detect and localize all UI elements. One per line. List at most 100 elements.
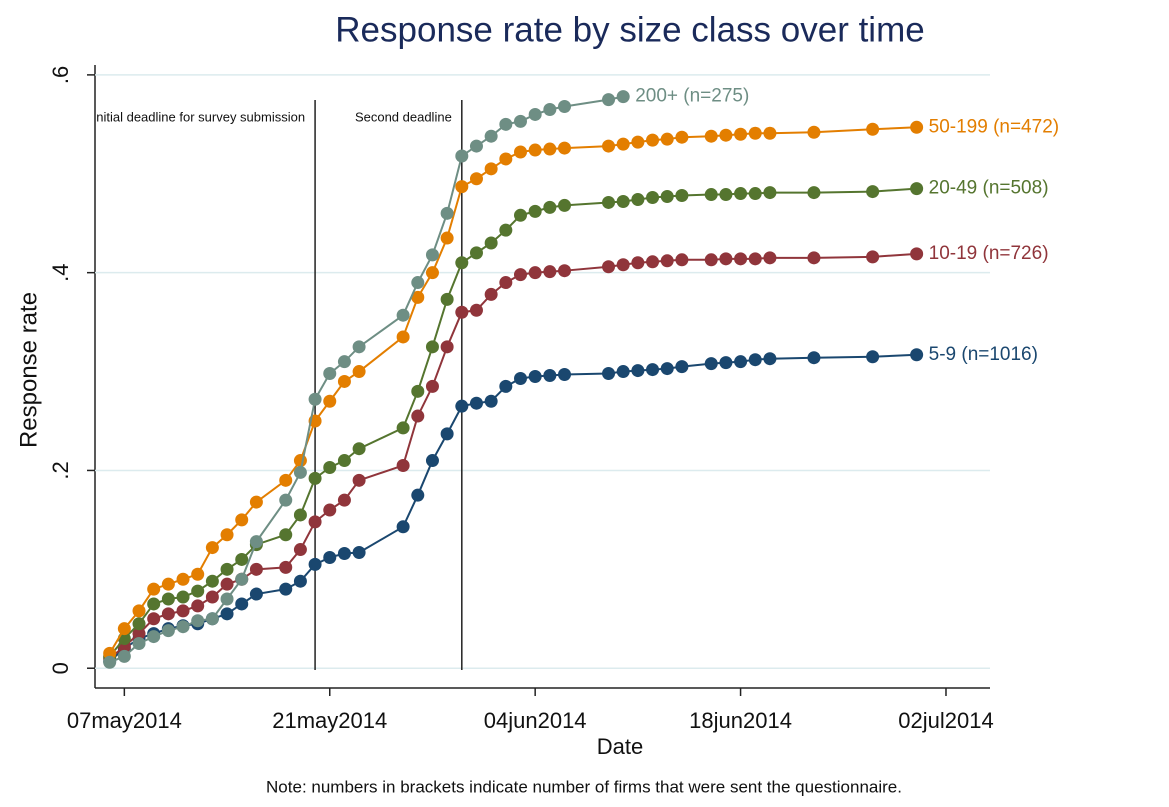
data-point <box>411 384 425 398</box>
data-point <box>602 139 616 153</box>
data-point <box>191 584 205 598</box>
data-point <box>734 355 748 369</box>
data-point <box>337 493 351 507</box>
data-point <box>528 107 542 121</box>
data-point <box>660 132 674 146</box>
data-point <box>675 360 689 374</box>
data-point <box>132 604 146 618</box>
note: Note: numbers in brackets indicate numbe… <box>266 777 902 796</box>
x-tick-label: 18jun2014 <box>689 708 792 733</box>
x-tick-label: 02jul2014 <box>898 708 993 733</box>
data-point <box>323 550 337 564</box>
data-point <box>220 592 234 606</box>
data-point <box>543 142 557 156</box>
data-point <box>646 255 660 269</box>
data-point <box>455 256 469 270</box>
data-point <box>396 421 410 435</box>
data-point <box>704 129 718 143</box>
data-point <box>279 560 293 574</box>
data-point <box>220 577 234 591</box>
data-point <box>455 399 469 413</box>
data-point <box>469 246 483 260</box>
reference-label: Second deadline <box>355 109 452 124</box>
data-point <box>323 367 337 381</box>
data-point <box>558 141 572 155</box>
x-axis-label: Date <box>597 734 643 759</box>
data-point <box>352 473 366 487</box>
data-point <box>748 187 762 201</box>
data-point <box>704 357 718 371</box>
data-point <box>176 572 190 586</box>
data-point <box>103 646 117 660</box>
data-point <box>484 394 498 408</box>
y-tick-label: 0 <box>48 662 73 674</box>
data-point <box>425 454 439 468</box>
data-point <box>220 607 234 621</box>
data-point <box>866 350 880 364</box>
data-point <box>616 137 630 151</box>
data-point <box>484 287 498 301</box>
data-point <box>323 503 337 517</box>
data-point <box>763 251 777 265</box>
data-point <box>147 612 161 626</box>
data-point <box>235 513 249 527</box>
data-point <box>513 114 527 128</box>
data-point <box>161 592 175 606</box>
data-point <box>352 340 366 354</box>
data-point <box>191 614 205 628</box>
data-point <box>396 330 410 344</box>
data-point <box>279 473 293 487</box>
data-point <box>748 252 762 266</box>
data-point <box>352 365 366 379</box>
data-point <box>117 649 131 663</box>
data-point <box>499 152 513 166</box>
x-tick-label: 04jun2014 <box>484 708 587 733</box>
series-label: 50-199 (n=472) <box>929 116 1059 137</box>
data-point <box>866 122 880 136</box>
data-point <box>513 208 527 222</box>
data-point <box>352 442 366 456</box>
data-point <box>337 454 351 468</box>
data-point <box>293 454 307 468</box>
series-label: 5-9 (n=1016) <box>929 344 1038 365</box>
data-point <box>425 340 439 354</box>
data-point <box>528 266 542 280</box>
data-point <box>337 355 351 369</box>
data-point <box>411 276 425 290</box>
data-point <box>235 552 249 566</box>
data-point <box>469 172 483 186</box>
data-point <box>910 120 924 134</box>
data-point <box>734 127 748 141</box>
data-point <box>558 264 572 278</box>
data-point <box>308 392 322 406</box>
data-point <box>279 528 293 542</box>
data-point <box>910 182 924 196</box>
data-point <box>411 290 425 304</box>
data-point <box>249 495 263 509</box>
data-point <box>646 363 660 377</box>
data-point <box>469 139 483 153</box>
series-label: 200+ (n=275) <box>635 86 749 107</box>
data-point <box>910 348 924 362</box>
reference-label: nitial deadline for survey submission <box>96 109 305 124</box>
data-point <box>279 582 293 596</box>
data-point <box>440 292 454 306</box>
data-point <box>293 543 307 557</box>
data-point <box>132 627 146 641</box>
data-point <box>396 459 410 472</box>
y-tick-label: .6 <box>48 66 73 84</box>
data-point <box>631 256 645 270</box>
data-point <box>147 630 161 644</box>
data-point <box>558 368 572 382</box>
data-point <box>748 353 762 367</box>
data-point <box>719 356 733 370</box>
data-point <box>308 515 322 529</box>
data-point <box>807 186 821 200</box>
data-point <box>675 130 689 144</box>
data-point <box>660 362 674 376</box>
data-point <box>455 180 469 194</box>
data-point <box>103 655 117 669</box>
data-point <box>910 247 924 261</box>
data-point <box>646 191 660 205</box>
